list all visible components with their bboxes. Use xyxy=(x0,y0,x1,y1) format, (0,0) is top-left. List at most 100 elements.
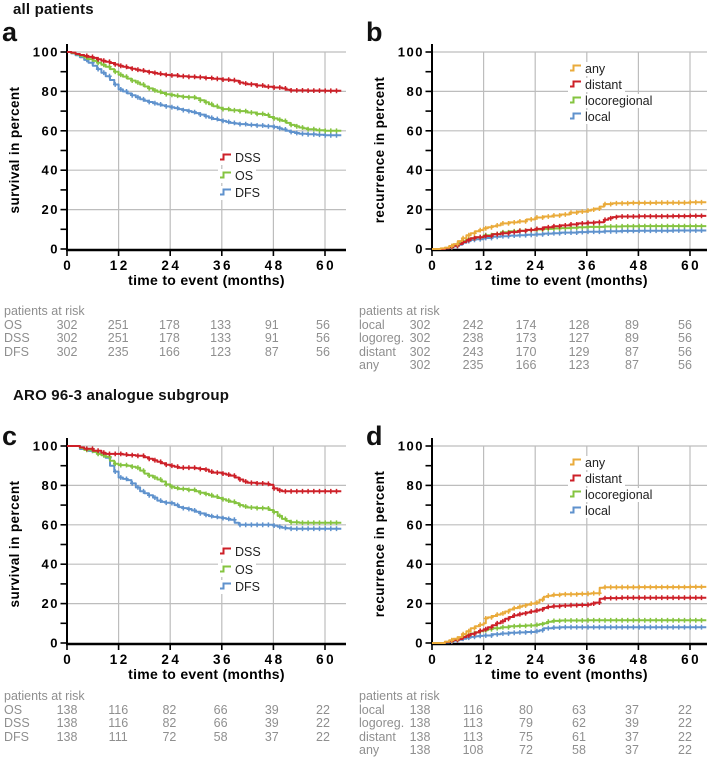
svg-text:time to event (months): time to event (months) xyxy=(491,272,648,288)
risk-value: 166 xyxy=(158,344,180,359)
risk-value: 302 xyxy=(56,331,78,346)
svg-text:time to event (months): time to event (months) xyxy=(128,272,285,288)
risk-value: 138 xyxy=(56,716,78,731)
legend-step-icon-any xyxy=(569,456,582,470)
svg-text:40: 40 xyxy=(42,163,59,178)
risk-value: 138 xyxy=(409,702,431,717)
svg-text:48: 48 xyxy=(265,652,285,667)
svg-text:100: 100 xyxy=(398,439,424,454)
risk-value: 58 xyxy=(572,743,586,758)
svg-text:24: 24 xyxy=(526,652,546,667)
legend-label-DSS: DSS xyxy=(235,545,261,559)
risk-value: 138 xyxy=(409,729,431,744)
svg-text:48: 48 xyxy=(630,652,650,667)
risk-value: 22 xyxy=(316,702,330,717)
svg-text:20: 20 xyxy=(407,202,424,217)
panel-label-a: a xyxy=(2,17,18,47)
risk-value: 108 xyxy=(462,743,484,758)
risk-value: 66 xyxy=(213,716,228,731)
risk-row-label-OS: OS xyxy=(4,317,23,332)
svg-text:60: 60 xyxy=(407,517,424,532)
risk-value: 22 xyxy=(316,716,330,731)
risk-value: 302 xyxy=(56,344,78,359)
risk-row-label-local: local xyxy=(359,317,385,332)
risk-value: 22 xyxy=(678,729,692,744)
risk-value: 87 xyxy=(625,344,639,359)
risk-value: 133 xyxy=(210,317,232,332)
risk-value: 235 xyxy=(107,344,129,359)
svg-text:24: 24 xyxy=(161,258,181,273)
svg-text:60: 60 xyxy=(681,652,701,667)
svg-text:0: 0 xyxy=(50,636,59,651)
svg-text:36: 36 xyxy=(578,258,598,273)
legend-label-distant: distant xyxy=(585,78,622,92)
svg-text:80: 80 xyxy=(407,84,424,99)
risk-value: 56 xyxy=(316,331,330,346)
risk-value: 302 xyxy=(409,358,431,373)
risk-value: 129 xyxy=(568,344,590,359)
svg-text:60: 60 xyxy=(407,123,424,138)
svg-text:survival in percent: survival in percent xyxy=(7,480,22,607)
risk-value: 302 xyxy=(409,331,431,346)
svg-text:0: 0 xyxy=(63,258,73,273)
svg-text:12: 12 xyxy=(475,652,495,667)
section-title-aro-subgroup: ARO 96-3 analogue subgroup xyxy=(13,387,230,404)
svg-text:20: 20 xyxy=(407,596,424,611)
legend-entry-OS: OS xyxy=(218,562,257,577)
kaplan-meier-chart-c: 0 20 40 60 80 100 0 12 24 36 48 60 time to event (mo… xyxy=(7,438,346,682)
risk-value: 37 xyxy=(625,729,639,744)
risk-value: 178 xyxy=(158,317,180,332)
risk-value: 39 xyxy=(264,702,279,717)
risk-value: 82 xyxy=(162,702,177,717)
risk-row-label-DFS: DFS xyxy=(4,344,29,359)
svg-text:24: 24 xyxy=(526,258,546,273)
risk-value: 302 xyxy=(56,317,78,332)
risk-value: 79 xyxy=(519,716,533,731)
risk-value: 56 xyxy=(316,344,330,359)
risk-value: 82 xyxy=(162,716,177,731)
legend-entry-OS: OS xyxy=(218,168,257,183)
risk-value: 39 xyxy=(625,716,639,731)
risk-row-label-any: any xyxy=(359,358,380,373)
panel-label-d: d xyxy=(366,421,383,451)
risk-value: 87 xyxy=(625,358,639,373)
legend-label-any: any xyxy=(585,62,606,76)
svg-text:100: 100 xyxy=(398,45,424,60)
svg-text:0: 0 xyxy=(428,652,438,667)
risk-row-label-DSS: DSS xyxy=(4,716,30,731)
svg-text:recurrence in percent: recurrence in percent xyxy=(372,77,387,224)
svg-text:36: 36 xyxy=(578,652,598,667)
risk-value: 133 xyxy=(210,331,232,346)
legend-label-DFS: DFS xyxy=(235,580,260,594)
svg-text:12: 12 xyxy=(110,652,130,667)
svg-text:time to event (months): time to event (months) xyxy=(128,666,285,682)
svg-text:60: 60 xyxy=(681,258,701,273)
legend-step-icon-OS xyxy=(219,169,232,183)
legend-step-icon-distant xyxy=(569,472,582,486)
risk-value: 22 xyxy=(678,743,692,758)
legend-label-DFS: DFS xyxy=(235,186,260,200)
risk-value: 89 xyxy=(625,331,639,346)
risk-value: 37 xyxy=(264,729,279,744)
risk-value: 302 xyxy=(409,344,431,359)
risk-value: 91 xyxy=(264,331,279,346)
risk-value: 242 xyxy=(462,317,484,332)
legend-label-OS: OS xyxy=(235,168,254,183)
legend-label-any: any xyxy=(585,456,606,470)
svg-text:40: 40 xyxy=(407,557,424,572)
legend-step-icon-locoregional xyxy=(569,94,582,108)
kaplan-meier-chart-b: 0 20 40 60 80 100 0 12 24 36 48 60 time to event (mo… xyxy=(372,44,707,288)
legend-step-icon-DFS xyxy=(219,580,232,594)
risk-table-header-a: patients at risk xyxy=(4,304,85,318)
svg-text:36: 36 xyxy=(213,652,233,667)
risk-value: 113 xyxy=(463,729,483,744)
risk-value: 113 xyxy=(463,716,483,731)
risk-value: 62 xyxy=(572,716,586,731)
legend-entry-local: local xyxy=(568,110,614,124)
risk-row-label-distant: distant xyxy=(359,729,396,744)
svg-text:48: 48 xyxy=(265,258,285,273)
risk-value: 123 xyxy=(210,344,232,359)
svg-text:80: 80 xyxy=(42,84,59,99)
risk-value: 56 xyxy=(678,344,692,359)
